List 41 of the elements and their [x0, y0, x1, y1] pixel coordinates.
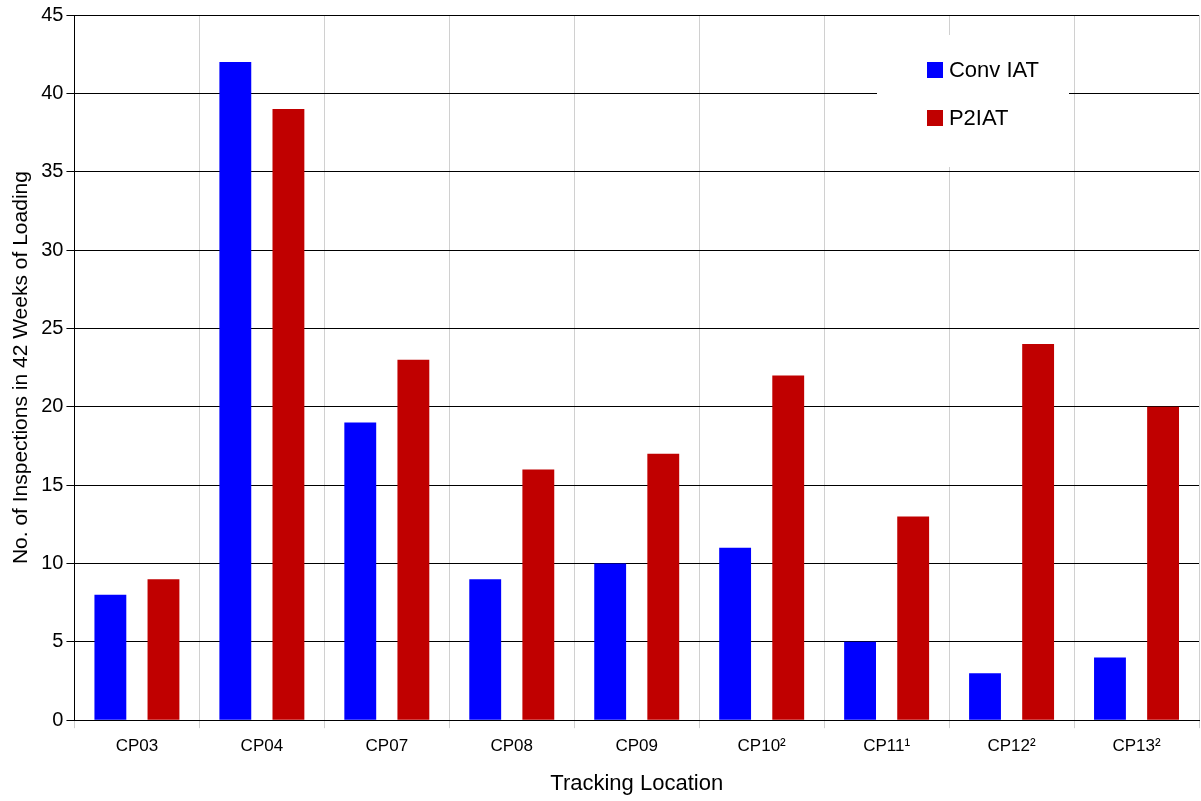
x-tick-label: CP03	[115, 736, 159, 756]
bar	[844, 641, 876, 720]
y-tick-label: 30	[41, 237, 64, 260]
x-tick-label: CP04	[240, 736, 284, 756]
y-tick-label: 25	[41, 315, 64, 338]
y-tick-label: 20	[41, 394, 64, 417]
x-tick-label: CP11¹	[863, 736, 911, 756]
bar	[272, 109, 305, 720]
y-tick-label: 10	[41, 551, 64, 573]
legend-label: Conv IAT	[948, 57, 1039, 83]
x-tick-label: CP12²	[987, 736, 1037, 756]
bar	[219, 62, 252, 720]
bar	[469, 579, 502, 720]
bar	[594, 563, 627, 720]
y-tick-label: 40	[41, 80, 64, 103]
bar	[647, 453, 680, 720]
bar	[1022, 344, 1055, 720]
bar	[1094, 657, 1126, 720]
y-tick-label: 15	[41, 472, 64, 495]
x-axis-title: Tracking Location	[550, 769, 724, 795]
x-tick-label: CP09	[615, 736, 658, 756]
bar	[897, 516, 930, 720]
bar	[397, 359, 430, 720]
y-tick-label: 35	[41, 159, 64, 182]
x-tick-label: CP08	[490, 736, 534, 756]
bar	[522, 469, 555, 720]
bar	[344, 422, 377, 720]
bar	[147, 579, 180, 720]
legend-label: P2IAT	[948, 105, 1009, 131]
x-tick-label: CP13²	[1112, 736, 1161, 756]
y-tick-label: 5	[52, 629, 64, 652]
x-tick-label: CP07	[365, 736, 409, 756]
bar	[719, 547, 752, 720]
x-tick-label: CP10²	[737, 736, 787, 756]
y-axis-title: No. of Inspections in 42 Weeks of Loading	[8, 171, 32, 565]
bar	[969, 673, 1001, 720]
y-tick-label: 0	[52, 707, 64, 730]
bar	[1147, 406, 1180, 720]
bar	[772, 375, 805, 720]
bar	[94, 594, 127, 720]
y-tick-label: 45	[41, 2, 64, 25]
